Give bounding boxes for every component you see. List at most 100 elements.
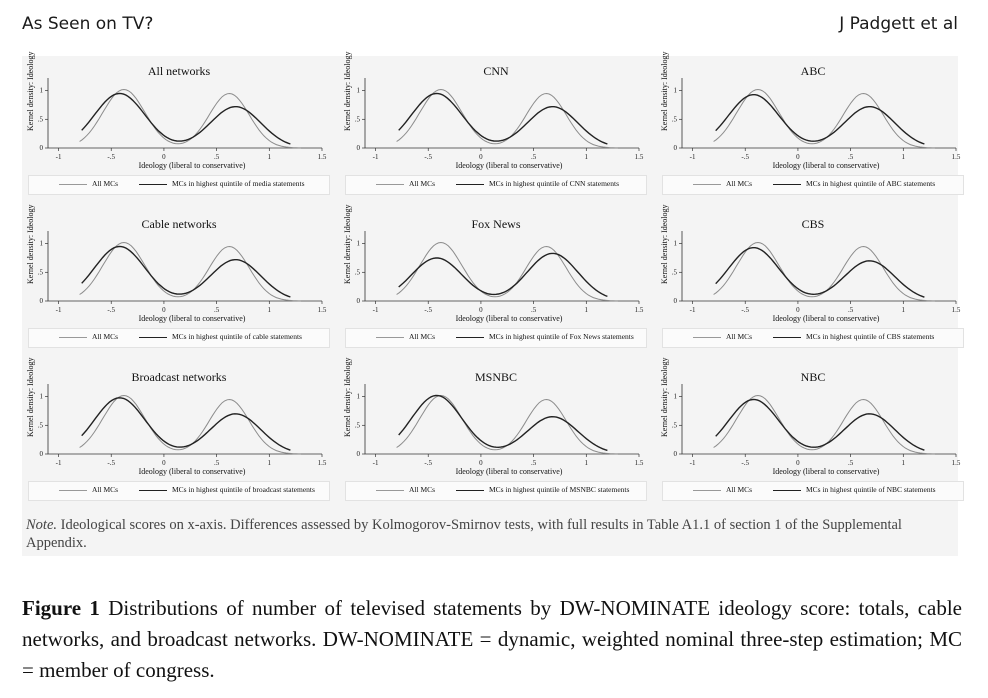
legend-highest-label: MCs in highest quintile of CBS statement… xyxy=(806,332,935,341)
legend-highest-label: MCs in highest quintile of ABC statement… xyxy=(806,179,936,188)
all-mcs-density-line xyxy=(713,88,935,149)
x-tick-label: -1 xyxy=(56,459,62,467)
legend-all-mcs-swatch xyxy=(693,184,721,185)
legend-highest-swatch xyxy=(139,337,167,338)
all-mcs-density-line xyxy=(396,241,618,302)
chart-panel: NBC Kernel density: Ideology -1 -.5 0.5 1 1.5 0… xyxy=(656,357,970,514)
x-axis-label: Ideology (liberal to conservative) xyxy=(138,467,246,476)
y-tick-label: 1 xyxy=(40,393,44,401)
density-plot: -1 -.5 0 .5 1 1.5 0 .5 1 xyxy=(355,78,644,161)
legend: All MCs MCs in highest quintile of CBS st… xyxy=(662,328,964,348)
panel-title: CBS xyxy=(801,217,825,231)
legend-highest-label: MCs in highest quintile of NBC statement… xyxy=(806,485,936,494)
all-mcs-density-line xyxy=(79,241,301,302)
x-tick-label: -1 xyxy=(690,153,696,161)
x-tick-label: .5 xyxy=(214,459,220,467)
y-tick-label: 1 xyxy=(357,87,361,95)
x-tick-label: 1.5 xyxy=(635,459,644,467)
highest-quintile-density-line xyxy=(715,398,925,451)
x-tick-label: 1 xyxy=(585,153,589,161)
panel-title: Cable networks xyxy=(141,217,217,231)
x-tick-label: 0 xyxy=(479,306,483,314)
caption-text: Distributions of number of televised sta… xyxy=(22,596,963,682)
x-tick-label: 1.5 xyxy=(952,306,961,314)
axis-lines xyxy=(681,384,956,455)
legend-all-mcs-label: All MCs xyxy=(409,179,436,188)
x-tick-label: -.5 xyxy=(107,306,115,314)
x-axis-label: Ideology (liberal to conservative) xyxy=(138,161,246,170)
x-tick-label: -1 xyxy=(690,459,696,467)
x-tick-label: 0 xyxy=(162,153,166,161)
legend-all-mcs-label: All MCs xyxy=(92,179,119,188)
x-tick-label: 1.5 xyxy=(318,153,327,161)
x-tick-label: 1 xyxy=(902,306,906,314)
legend-all-mcs-swatch xyxy=(376,184,404,185)
legend-all-mcs-swatch xyxy=(693,490,721,491)
legend-all-mcs-label: All MCs xyxy=(92,332,119,341)
x-axis-label: Ideology (liberal to conservative) xyxy=(455,467,563,476)
legend-all-mcs-swatch xyxy=(59,337,87,338)
figure-panel-grid: All networks Kernel density: Ideology -1 -.… xyxy=(22,51,964,556)
chart-panel: Fox News Kernel density: Ideology -1 -.5 0.5… xyxy=(339,204,653,361)
legend: All MCs MCs in highest quintile of cable … xyxy=(28,328,330,348)
legend: All MCs MCs in highest quintile of NBC st… xyxy=(662,481,964,501)
highest-quintile-density-line xyxy=(81,397,291,451)
chart-panel: CNN Kernel density: Ideology -1 -.5 0.5 1 1.5 0… xyxy=(339,51,653,208)
density-plot: -1 -.5 0 .5 1 1.5 0 .5 1 xyxy=(672,231,961,314)
axis-lines xyxy=(364,384,639,455)
note-label: Note. xyxy=(26,517,58,533)
x-tick-label: -.5 xyxy=(424,459,432,467)
x-tick-label: .5 xyxy=(531,459,537,467)
legend-all-mcs-label: All MCs xyxy=(726,179,753,188)
axis-lines xyxy=(681,78,956,149)
y-tick-label: 1 xyxy=(674,393,678,401)
density-plot: -1 -.5 0 .5 1 1.5 0 .5 1 xyxy=(672,78,961,161)
legend-highest-label: MCs in highest quintile of Fox News stat… xyxy=(489,332,634,341)
y-tick-label: .5 xyxy=(355,268,361,276)
all-mcs-density-line xyxy=(79,88,301,149)
density-plot: -1 -.5 0 .5 1 1.5 0 .5 1 xyxy=(38,231,327,314)
x-tick-label: 1.5 xyxy=(318,306,327,314)
figure-note: Note. Ideological scores on x-axis. Diff… xyxy=(26,516,926,552)
highest-quintile-density-line xyxy=(715,247,925,298)
panel-title: NBC xyxy=(800,370,826,384)
x-tick-label: 1 xyxy=(902,153,906,161)
y-tick-label: 0 xyxy=(40,450,44,458)
density-plot: -1 -.5 0 .5 1 1.5 0 .5 1 xyxy=(355,384,644,467)
x-tick-label: 1.5 xyxy=(318,459,327,467)
legend: All MCs MCs in highest quintile of ABC st… xyxy=(662,175,964,195)
highest-quintile-density-line xyxy=(81,245,291,298)
y-tick-label: .5 xyxy=(355,115,361,123)
highest-quintile-density-line xyxy=(398,394,608,452)
y-tick-label: .5 xyxy=(672,421,678,429)
y-tick-label: 1 xyxy=(357,240,361,248)
chart-panel: MSNBC Kernel density: Ideology -1 -.5 0.5 1 1.… xyxy=(339,357,653,514)
x-tick-label: 1 xyxy=(268,153,272,161)
x-tick-label: .5 xyxy=(848,153,854,161)
x-tick-label: 1 xyxy=(268,459,272,467)
y-tick-label: 0 xyxy=(40,297,44,305)
y-tick-label: 1 xyxy=(674,87,678,95)
x-tick-label: -1 xyxy=(373,306,379,314)
y-tick-label: 1 xyxy=(357,393,361,401)
all-mcs-density-line xyxy=(396,88,618,149)
legend: All MCs MCs in highest quintile of broadc… xyxy=(28,481,330,501)
density-plot: -1 -.5 0 .5 1 1.5 0 .5 1 xyxy=(672,384,961,467)
x-tick-label: -.5 xyxy=(424,153,432,161)
x-tick-label: 0 xyxy=(162,306,166,314)
x-tick-label: 0 xyxy=(796,153,800,161)
chart-panel: ABC Kernel density: Ideology -1 -.5 0.5 1 1.5 0… xyxy=(656,51,970,208)
legend-highest-swatch xyxy=(773,184,801,185)
legend-highest-swatch xyxy=(456,337,484,338)
x-tick-label: -.5 xyxy=(107,153,115,161)
x-tick-label: .5 xyxy=(214,306,220,314)
x-tick-label: -1 xyxy=(690,306,696,314)
x-tick-label: 1 xyxy=(585,459,589,467)
x-tick-label: 1 xyxy=(585,306,589,314)
y-tick-label: 0 xyxy=(674,297,678,305)
panel-title: Broadcast networks xyxy=(131,370,227,384)
chart-panel: All networks Kernel density: Ideology -1 -.… xyxy=(22,51,336,208)
legend-highest-swatch xyxy=(139,184,167,185)
y-tick-label: .5 xyxy=(38,268,44,276)
highest-quintile-density-line xyxy=(398,252,608,298)
